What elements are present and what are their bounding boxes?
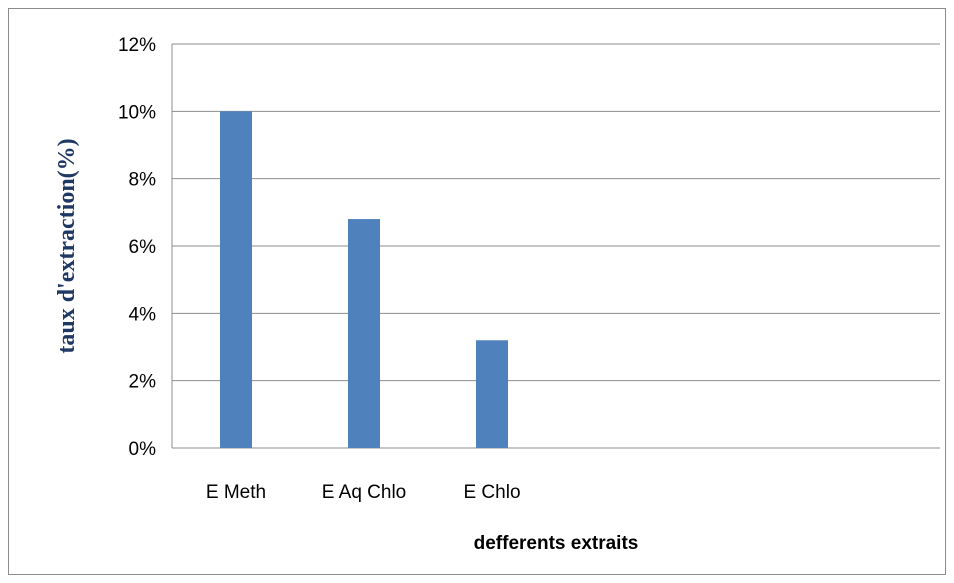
y-tick-label: 6%: [129, 237, 157, 258]
y-tick-label: 0%: [129, 439, 157, 460]
x-tick-label: E Chlo: [463, 482, 520, 503]
y-tick-labels: 0% 2% 4% 6% 8% 10% 12%: [118, 35, 156, 460]
bar: [220, 111, 252, 448]
y-tick-label: 12%: [118, 35, 156, 56]
y-tick-label: 10%: [118, 102, 156, 123]
x-tick-label: E Aq Chlo: [322, 482, 407, 503]
y-axis-label: taux d'extraction(%): [54, 138, 80, 353]
gridlines: [171, 43, 940, 449]
x-tick-label: E Meth: [206, 482, 266, 503]
x-tick-labels: E Meth E Aq Chlo E Chlo: [206, 482, 521, 503]
y-tick-label: 4%: [129, 304, 157, 325]
chart-frame: [8, 8, 946, 575]
bar: [348, 219, 380, 448]
y-tick-label: 2%: [129, 372, 157, 393]
bar: [476, 340, 508, 448]
bars: [220, 111, 508, 448]
x-axis-label: defferents extraits: [474, 533, 639, 554]
y-tick-label: 8%: [129, 170, 157, 191]
